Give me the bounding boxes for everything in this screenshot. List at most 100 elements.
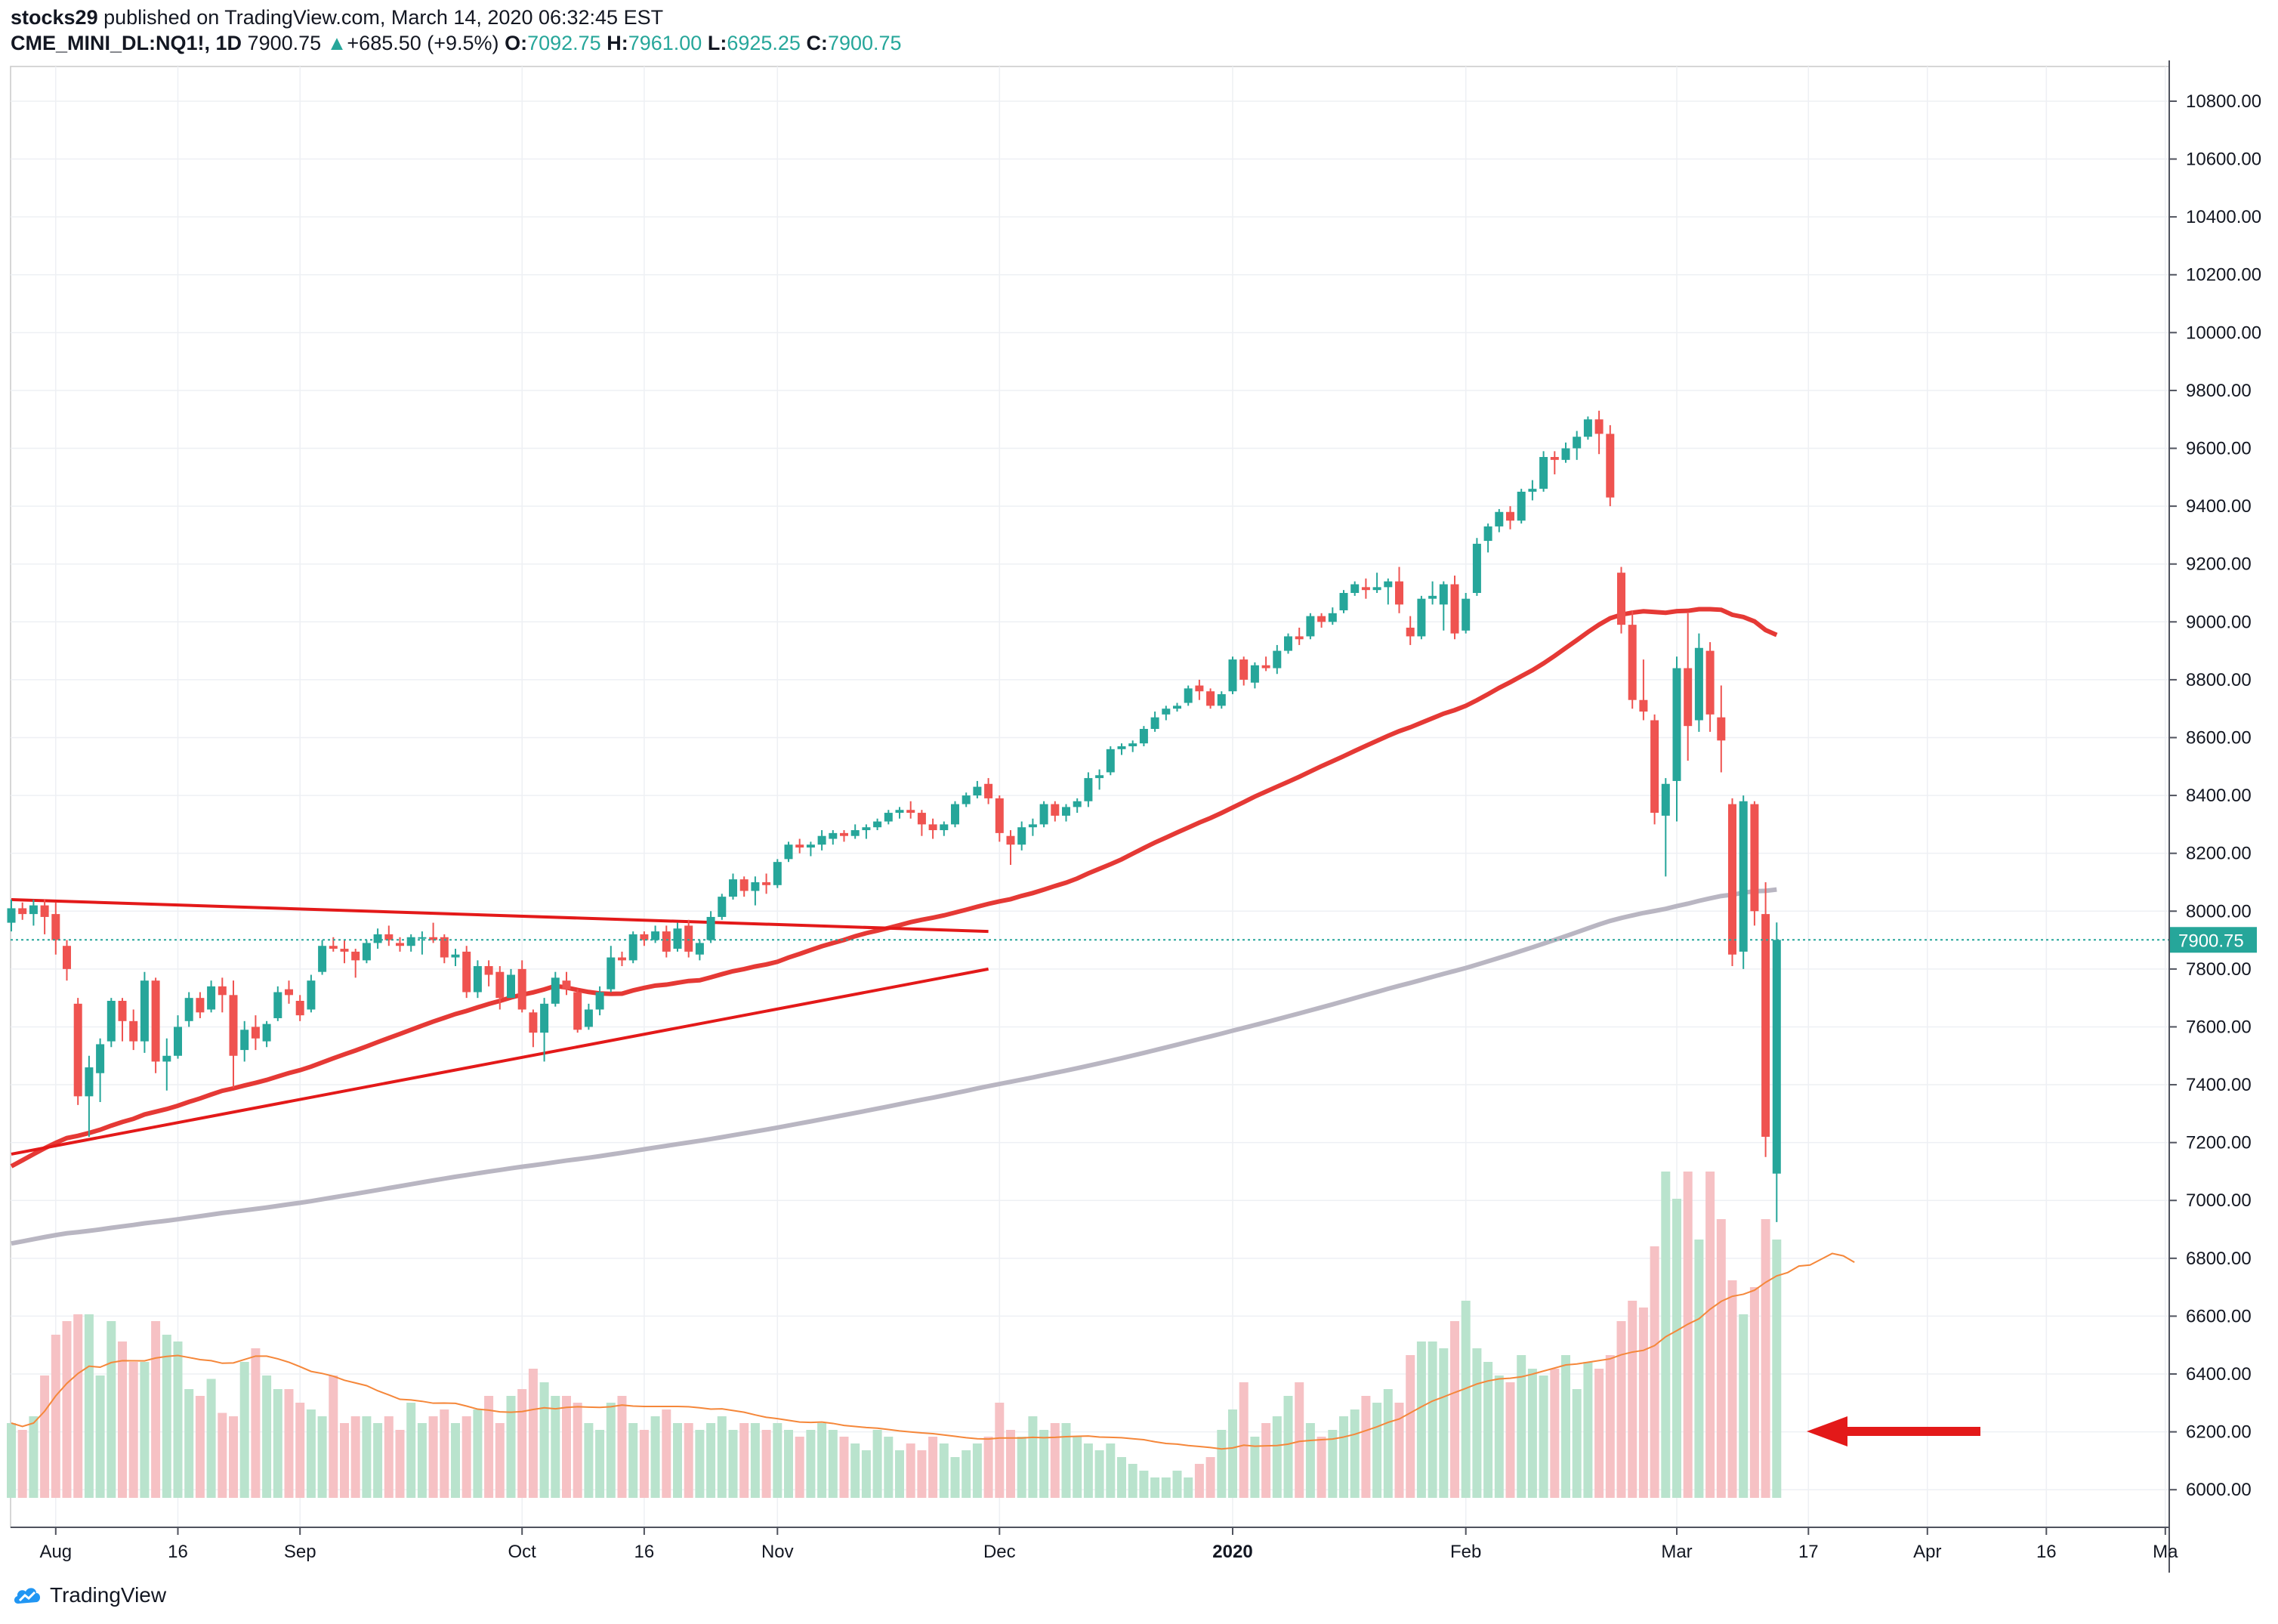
volume-bar bbox=[584, 1423, 594, 1498]
time-tick-label: Dec bbox=[983, 1542, 1016, 1562]
volume-bar bbox=[428, 1416, 438, 1498]
volume-bar bbox=[1739, 1314, 1749, 1498]
candle-body bbox=[351, 951, 360, 961]
volume-bar bbox=[706, 1423, 716, 1498]
tradingview-logo[interactable]: TradingView bbox=[12, 1583, 166, 1607]
volume-bar bbox=[1628, 1301, 1638, 1498]
volume-bar bbox=[1494, 1375, 1504, 1498]
volume-bar bbox=[1406, 1355, 1415, 1498]
volume-bar bbox=[551, 1396, 560, 1498]
candle-body bbox=[1273, 650, 1282, 668]
candle-body bbox=[695, 943, 704, 955]
volume-bar bbox=[1472, 1348, 1482, 1498]
volume-bar bbox=[1517, 1355, 1526, 1498]
price-tick-label: 9800.00 bbox=[2186, 381, 2252, 401]
volume-bar bbox=[384, 1416, 394, 1498]
volume-bar bbox=[1083, 1443, 1093, 1498]
candle-body bbox=[85, 1067, 94, 1097]
volume-bar bbox=[1572, 1389, 1582, 1498]
volume-bar bbox=[761, 1430, 771, 1498]
price-tick-label: 6000.00 bbox=[2186, 1480, 2252, 1500]
candle-body bbox=[1406, 627, 1415, 637]
candle-body bbox=[1606, 434, 1615, 498]
change-value: +685.50 (+9.5%) bbox=[347, 32, 499, 54]
candle-body bbox=[174, 1027, 182, 1056]
candle-body bbox=[1428, 595, 1437, 599]
candle-body bbox=[373, 934, 382, 943]
price-tick-label: 9400.00 bbox=[2186, 496, 2252, 517]
candle-body bbox=[1284, 636, 1292, 651]
candle-body bbox=[1395, 581, 1403, 605]
volume-bar bbox=[1239, 1382, 1249, 1498]
volume-bar bbox=[340, 1423, 349, 1498]
volume-bar bbox=[1050, 1423, 1060, 1498]
candle-body bbox=[40, 905, 49, 917]
candle-body bbox=[1684, 668, 1693, 727]
volume-bar bbox=[229, 1416, 238, 1498]
candle-body bbox=[762, 881, 771, 885]
candle-body bbox=[7, 908, 16, 923]
volume-bar bbox=[140, 1362, 150, 1498]
candle-body bbox=[1128, 743, 1137, 746]
candle-body bbox=[628, 934, 637, 961]
price-tick-label: 6400.00 bbox=[2186, 1364, 2252, 1385]
candle-body bbox=[884, 813, 893, 822]
candle-body bbox=[951, 804, 959, 825]
volume-bar bbox=[106, 1321, 116, 1498]
candle-body bbox=[984, 783, 993, 798]
volume-bar bbox=[1272, 1416, 1282, 1498]
volume-bar bbox=[1694, 1240, 1704, 1498]
candle-body bbox=[1550, 457, 1559, 460]
price-tick-label: 7800.00 bbox=[2186, 959, 2252, 980]
candle-body bbox=[440, 937, 449, 958]
volume-bar bbox=[306, 1409, 316, 1498]
candle-body bbox=[773, 862, 782, 885]
candle-body bbox=[196, 998, 205, 1013]
publisher-name[interactable]: stocks29 bbox=[11, 6, 98, 29]
candle-body bbox=[1350, 584, 1360, 594]
candle-body bbox=[1039, 804, 1048, 825]
volume-bar bbox=[440, 1409, 449, 1498]
candle-body bbox=[1528, 489, 1537, 492]
candle-body bbox=[1661, 783, 1670, 816]
volume-bar bbox=[628, 1423, 638, 1498]
volume-bar bbox=[1616, 1321, 1626, 1498]
candle-body bbox=[1261, 665, 1270, 668]
candle-body bbox=[862, 827, 871, 831]
volume-bar bbox=[517, 1389, 527, 1498]
candle-body bbox=[1761, 914, 1770, 1137]
volume-bar bbox=[251, 1348, 261, 1498]
volume-bar bbox=[1184, 1477, 1193, 1498]
candle-body bbox=[495, 971, 505, 999]
volume-bar bbox=[1605, 1355, 1615, 1498]
volume-bar bbox=[972, 1443, 982, 1498]
candle-body bbox=[1051, 804, 1060, 816]
candle-body bbox=[1739, 801, 1748, 952]
symbol-name[interactable]: CME_MINI_DL:NQ1!, 1D bbox=[11, 32, 242, 54]
volume-bar bbox=[928, 1437, 938, 1498]
candle-body bbox=[1672, 668, 1681, 781]
volume-bar bbox=[850, 1443, 860, 1498]
candle-body bbox=[817, 835, 826, 845]
volume-bar bbox=[7, 1423, 16, 1498]
volume-bar bbox=[1650, 1246, 1659, 1498]
candle-body bbox=[118, 1000, 127, 1021]
open-label: O: bbox=[505, 32, 528, 54]
candle-body bbox=[1472, 543, 1481, 594]
candle-body bbox=[829, 832, 838, 839]
candle-body bbox=[595, 992, 604, 1010]
candle-body bbox=[962, 795, 971, 804]
candle-body bbox=[751, 881, 760, 891]
candle-body bbox=[995, 798, 1004, 833]
volume-bar bbox=[573, 1403, 582, 1498]
moving-average-lines bbox=[10, 607, 1778, 1246]
price-tick-label: 7000.00 bbox=[2186, 1190, 2252, 1211]
volume-bar bbox=[839, 1437, 849, 1498]
volume-bar bbox=[128, 1362, 138, 1498]
candle-body bbox=[1306, 616, 1315, 637]
candle-body bbox=[1639, 699, 1648, 712]
candle-body bbox=[573, 992, 582, 1030]
candle-body bbox=[729, 879, 737, 897]
volume-bar bbox=[828, 1430, 838, 1498]
